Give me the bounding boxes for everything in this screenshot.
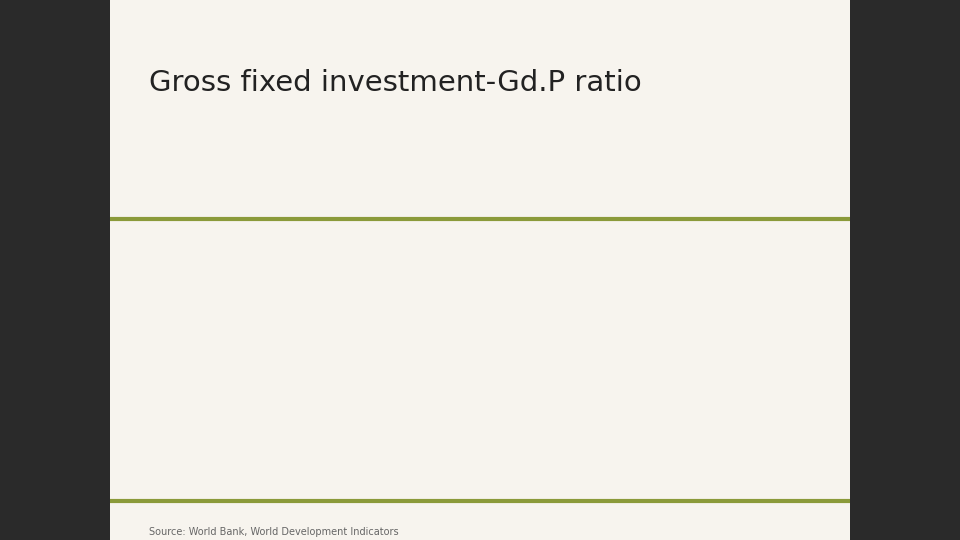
Text: Gross fixed investment-Gd.P ratio: Gross fixed investment-Gd.P ratio	[149, 69, 641, 97]
Text: United States: United States	[483, 357, 568, 376]
Text: Source: World Bank, World Development Indicators: Source: World Bank, World Development In…	[149, 526, 398, 537]
Text: World: World	[567, 281, 644, 300]
